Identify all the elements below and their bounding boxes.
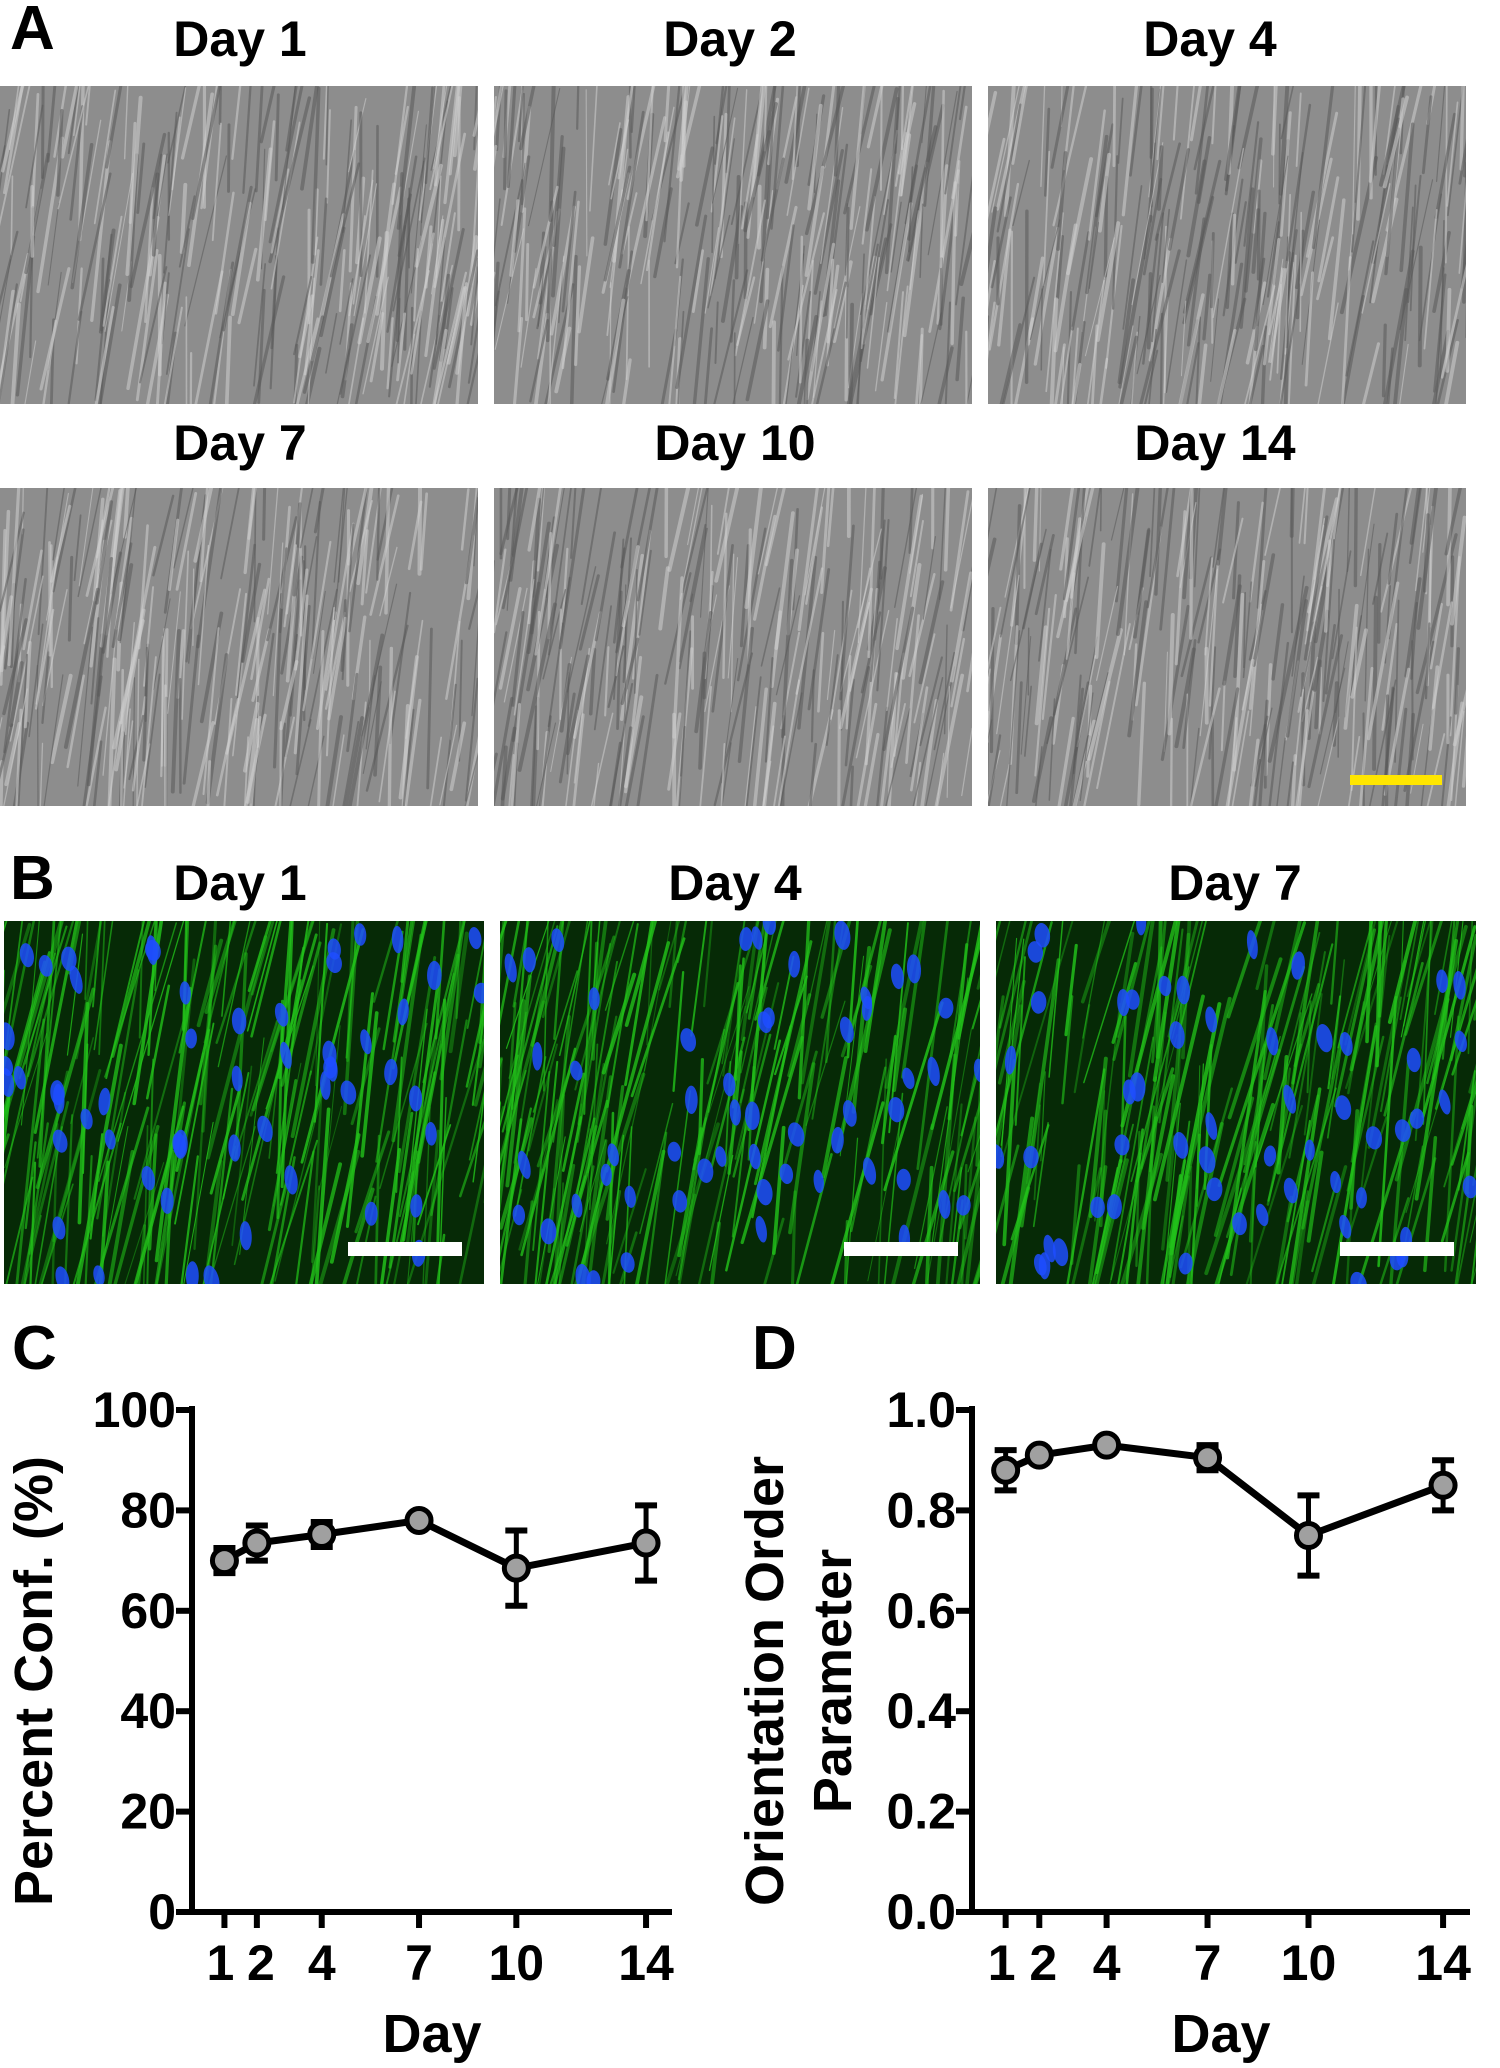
- panel-a-label-day1: Day 1: [173, 11, 307, 67]
- x-tick-label: 1: [988, 1935, 1016, 1991]
- data-point: [1428, 1470, 1458, 1500]
- y-tick-label: 0.6: [886, 1583, 956, 1639]
- data-point: [1092, 1430, 1122, 1460]
- panel-a-label-day10: Day 10: [654, 415, 816, 471]
- fluorescence-image: [500, 921, 980, 1284]
- x-tick-label: 4: [1093, 1935, 1121, 1991]
- phase-contrast-image: [494, 488, 972, 806]
- scale-bar: [1350, 775, 1442, 785]
- x-tick-label: 4: [308, 1935, 336, 1991]
- x-tick-label: 1: [207, 1935, 235, 1991]
- panel-b-label-day7: Day 7: [1168, 855, 1302, 911]
- panel-a-label-day7: Day 7: [173, 415, 307, 471]
- y-tick-label: 20: [120, 1784, 176, 1840]
- scale-bar: [844, 1242, 958, 1256]
- x-axis-label: Day: [1171, 2004, 1270, 2064]
- y-tick-label: 0.2: [886, 1784, 956, 1840]
- y-tick-label: 0.4: [886, 1683, 956, 1739]
- panel-a-label-day14: Day 14: [1134, 415, 1296, 471]
- data-point: [1024, 1440, 1054, 1470]
- y-axis-label: Percent Conf. (%): [4, 1456, 64, 1906]
- data-point: [404, 1505, 434, 1535]
- y-tick-label: 60: [120, 1583, 176, 1639]
- x-tick-label: 7: [405, 1935, 433, 1991]
- data-point: [1193, 1443, 1223, 1473]
- x-tick-label: 10: [489, 1935, 545, 1991]
- data-point: [307, 1519, 337, 1549]
- data-point: [1293, 1521, 1323, 1550]
- y-axis-label: Orientation Order: [735, 1456, 795, 1906]
- panel-letter-a: A: [10, 0, 55, 63]
- y-tick-label: 0.0: [886, 1884, 956, 1940]
- phase-contrast-image: [0, 86, 478, 404]
- phase-contrast-image: [0, 488, 478, 806]
- data-point: [501, 1553, 531, 1583]
- chart-c: 0 20 40 60 80 100 1 2 4 7 10 14 Day Percent Conf. (%): [4, 1382, 674, 2064]
- fluorescence-image: [4, 921, 484, 1284]
- y-axis-label: Parameter: [803, 1549, 863, 1813]
- y-tick-label: 80: [120, 1482, 176, 1538]
- y-tick-label: 1.0: [886, 1382, 956, 1438]
- data-point: [631, 1528, 661, 1558]
- x-tick-label: 7: [1194, 1935, 1222, 1991]
- phase-contrast-image: [988, 488, 1466, 806]
- data-point: [991, 1455, 1021, 1485]
- series-line: [222, 1516, 647, 1572]
- x-tick-label: 10: [1281, 1935, 1337, 1991]
- scale-bar: [1340, 1242, 1454, 1256]
- panel-a-label-day2: Day 2: [663, 11, 797, 67]
- panel-b-label-day1: Day 1: [173, 855, 307, 911]
- phase-contrast-image: [494, 86, 972, 404]
- panel-b-label-day4: Day 4: [668, 855, 802, 911]
- data-point: [242, 1528, 272, 1558]
- x-tick-label: 2: [247, 1935, 275, 1991]
- y-tick-label: 100: [93, 1382, 176, 1438]
- y-tick-label: 40: [120, 1683, 176, 1739]
- panel-letter-b: B: [10, 844, 55, 913]
- x-tick-label: 14: [1415, 1935, 1471, 1991]
- chart-d: 0.0 0.2 0.4 0.6 0.8 1.0 1 2 4 7 10 14 Day Orientation…: [735, 1382, 1471, 2064]
- x-axis-label: Day: [382, 2004, 481, 2064]
- fluorescence-image: [996, 921, 1476, 1284]
- panel-letter-c: C: [12, 1314, 57, 1383]
- x-tick-label: 2: [1029, 1935, 1057, 1991]
- series-line: [1004, 1441, 1445, 1539]
- phase-contrast-image: [988, 86, 1466, 404]
- y-tick-label: 0.8: [886, 1482, 956, 1538]
- panel-a-label-day4: Day 4: [1143, 11, 1277, 67]
- x-tick-label: 14: [618, 1935, 674, 1991]
- panel-letter-d: D: [752, 1314, 797, 1383]
- scale-bar: [348, 1242, 462, 1256]
- y-tick-label: 0: [148, 1884, 176, 1940]
- data-point: [209, 1546, 239, 1576]
